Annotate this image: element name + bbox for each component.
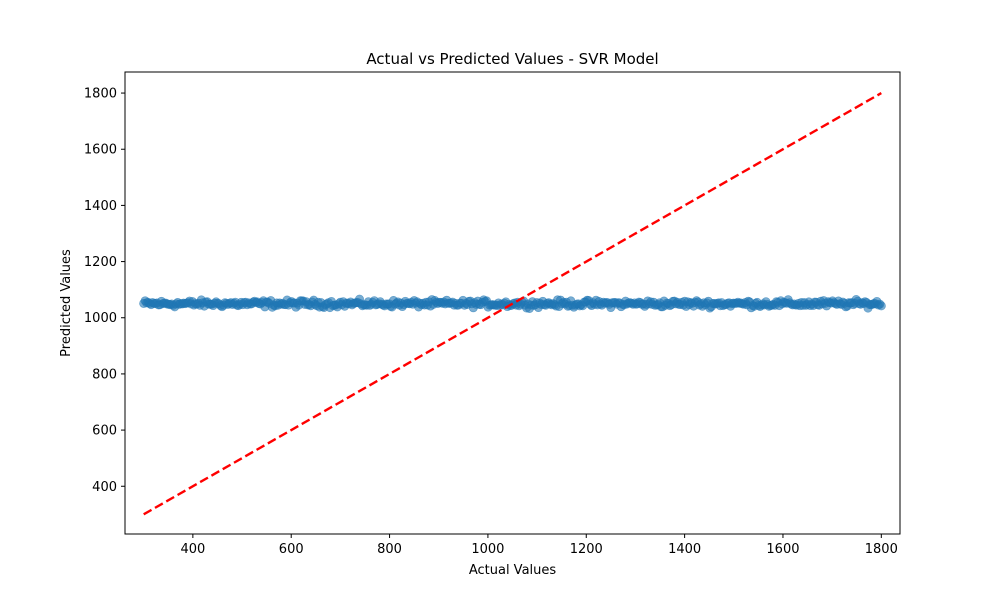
x-tick-label: 400 bbox=[180, 542, 205, 557]
x-tick-label: 1400 bbox=[668, 542, 701, 557]
y-tick-label: 1000 bbox=[84, 311, 117, 326]
x-tick-label: 1200 bbox=[570, 542, 603, 557]
y-tick-label: 1400 bbox=[84, 199, 117, 214]
scatter-points bbox=[139, 294, 886, 313]
reference-line-layer bbox=[143, 92, 882, 516]
plot-area-frame bbox=[124, 71, 901, 535]
y-tick-label: 1600 bbox=[84, 143, 117, 158]
y-axis-label: Predicted Values bbox=[59, 249, 74, 357]
y-tick-label: 1200 bbox=[84, 255, 117, 270]
x-axis: 400 600 800 1000 1200 1400 1600 1800 bbox=[180, 534, 898, 557]
y-tick-label: 1800 bbox=[84, 87, 117, 102]
x-tick-label: 1000 bbox=[471, 542, 504, 557]
x-axis-label: Actual Values bbox=[469, 563, 557, 578]
scatter-point bbox=[876, 301, 886, 311]
x-tick-label: 600 bbox=[279, 542, 304, 557]
x-tick-label: 1800 bbox=[865, 542, 898, 557]
y-tick-label: 800 bbox=[92, 367, 117, 382]
y-tick-label: 400 bbox=[92, 480, 117, 495]
reference-line bbox=[143, 92, 882, 516]
y-axis: 400 600 800 1000 1200 1400 1600 1800 bbox=[84, 87, 125, 495]
chart-title: Actual vs Predicted Values - SVR Model bbox=[366, 50, 658, 68]
x-tick-label: 800 bbox=[377, 542, 402, 557]
x-tick-label: 1600 bbox=[766, 542, 799, 557]
y-tick-label: 600 bbox=[92, 424, 117, 439]
